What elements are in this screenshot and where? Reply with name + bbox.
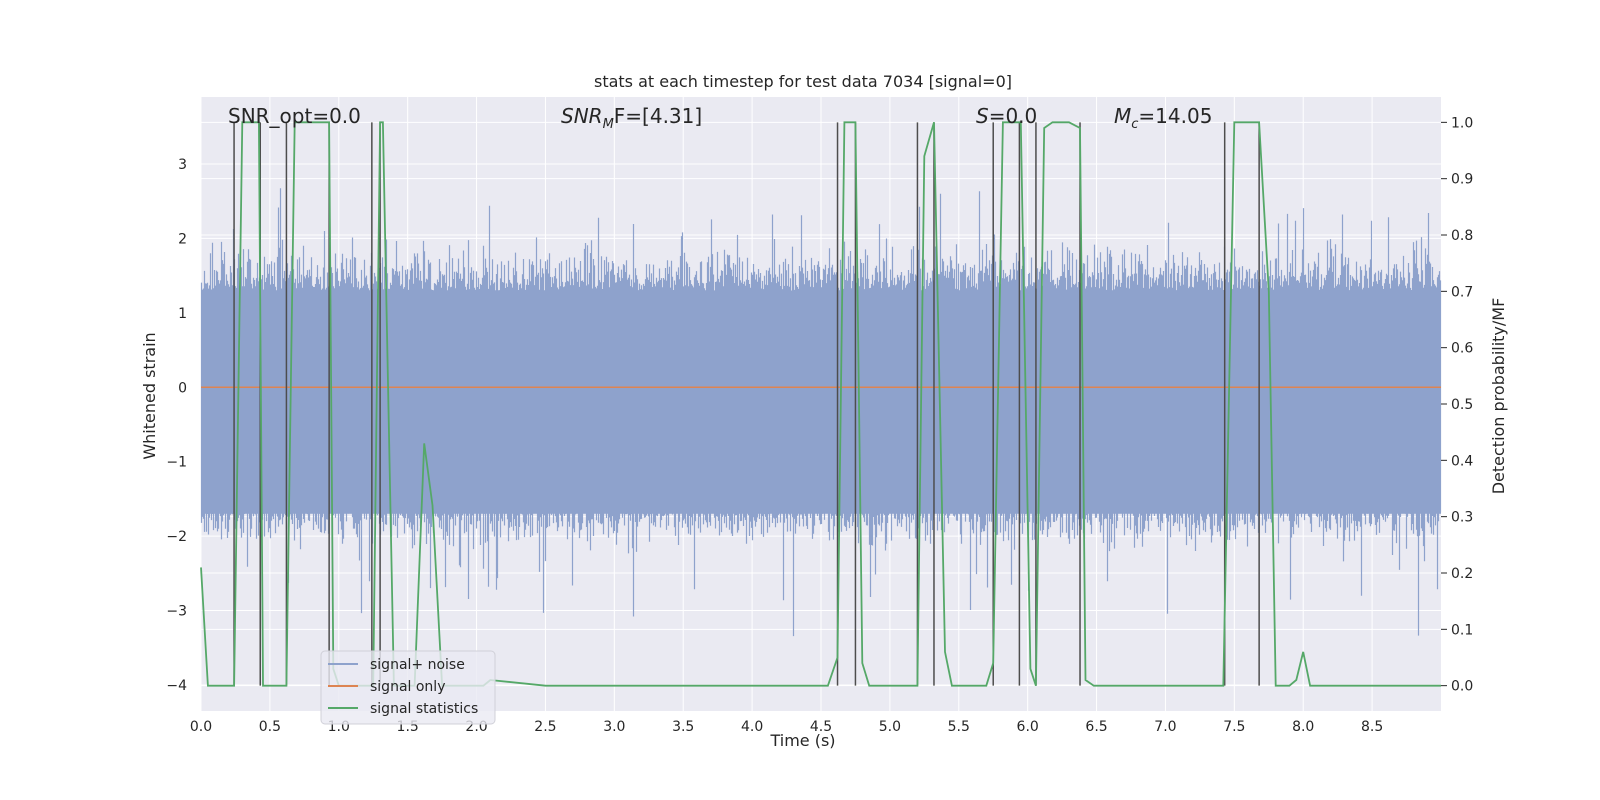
x-tick-label: 8.5 — [1361, 719, 1383, 735]
y2-tick-label: 0.1 — [1451, 622, 1473, 638]
annotation-snr-mf-rest: F=[4.31] — [614, 104, 702, 128]
y2-axis-label: Detection probability/MF — [1489, 298, 1508, 495]
legend-label-signal-only: signal only — [370, 679, 445, 695]
x-tick-label: 6.0 — [1017, 719, 1039, 735]
x-tick-label: 3.0 — [603, 719, 625, 735]
y2-tick-label: 0.9 — [1451, 172, 1473, 188]
annotation-s-main: S — [976, 104, 989, 128]
x-tick-label: 7.5 — [1223, 719, 1245, 735]
x-tick-label: 5.5 — [948, 719, 970, 735]
y2-tick-label: 0.7 — [1451, 284, 1473, 300]
annotation-s: S=0.0 — [976, 104, 1037, 128]
y-tick-label: 2 — [178, 231, 187, 247]
legend-label-signal-noise: signal+ noise — [370, 657, 465, 673]
y2-tick-label: 0.4 — [1451, 453, 1473, 469]
y2-tick-label: 0.8 — [1451, 228, 1473, 244]
y2-tick-label: 0.5 — [1451, 397, 1473, 413]
series-signal-statistics — [200, 121, 1441, 687]
x-axis-label: Time (s) — [769, 731, 835, 750]
y-tick-label: 3 — [178, 157, 187, 173]
annotation-mc-sub: c — [1131, 117, 1138, 132]
y2-tick-label: 1.0 — [1451, 115, 1473, 131]
plot-content — [200, 121, 1442, 687]
y2-tick-label: 0.3 — [1451, 510, 1473, 526]
series-signal-noise — [200, 188, 1442, 637]
x-tick-label: 8.0 — [1292, 719, 1314, 735]
x-tick-label: 3.5 — [672, 719, 694, 735]
annotation-snr-opt: SNR_opt=0.0 — [228, 104, 361, 128]
x-tick-label: 4.0 — [741, 719, 763, 735]
x-tick-label: 5.0 — [879, 719, 901, 735]
annotation-mc: Mc=14.05 — [1114, 104, 1212, 132]
y2-tick-label: 0.2 — [1451, 566, 1473, 582]
y-axis-left: 3 2 1 0 −1 −2 −3 −4 — [166, 157, 187, 694]
annotation-snr-mf-main: SNR — [561, 104, 603, 128]
chart-title: stats at each timestep for test data 703… — [594, 72, 1012, 91]
y2-tick-label: 0.6 — [1451, 341, 1473, 357]
annotation-snr-mf-sub: M — [603, 117, 614, 132]
x-tick-label: 0.0 — [190, 719, 212, 735]
signal-statistics-line — [200, 121, 1441, 687]
x-tick-label: 6.5 — [1085, 719, 1107, 735]
annotation-s-rest: =0.0 — [989, 104, 1038, 128]
annotation-mc-rest: =14.05 — [1138, 104, 1212, 128]
y2-tick-label: 0.0 — [1451, 679, 1473, 695]
x-tick-label: 0.5 — [259, 719, 281, 735]
x-tick-label: 7.0 — [1154, 719, 1176, 735]
y-axis-label: Whitened strain — [140, 332, 159, 459]
legend-box — [320, 650, 496, 725]
y-tick-label: −3 — [166, 604, 187, 620]
legend-label-signal-statistics: signal statistics — [370, 701, 478, 717]
x-tick-label: 2.5 — [534, 719, 556, 735]
legend: signal+ noise signal only signal statist… — [320, 650, 496, 725]
x-tick-label: 4.5 — [810, 719, 832, 735]
signal-noise-core — [201, 291, 1441, 514]
y-tick-label: −1 — [166, 455, 187, 471]
annotation-mc-main: M — [1114, 104, 1131, 128]
y-tick-label: −4 — [166, 678, 187, 694]
y-tick-label: 1 — [178, 306, 187, 322]
y-tick-label: −2 — [166, 529, 187, 545]
y-axis-right: 1.0 0.9 0.8 0.7 0.6 0.5 0.4 0.3 0.2 0.1 0.0 — [1441, 115, 1473, 695]
annotation-snr-mf: SNRMF=[4.31] — [561, 104, 702, 132]
y-tick-label: 0 — [178, 380, 187, 396]
